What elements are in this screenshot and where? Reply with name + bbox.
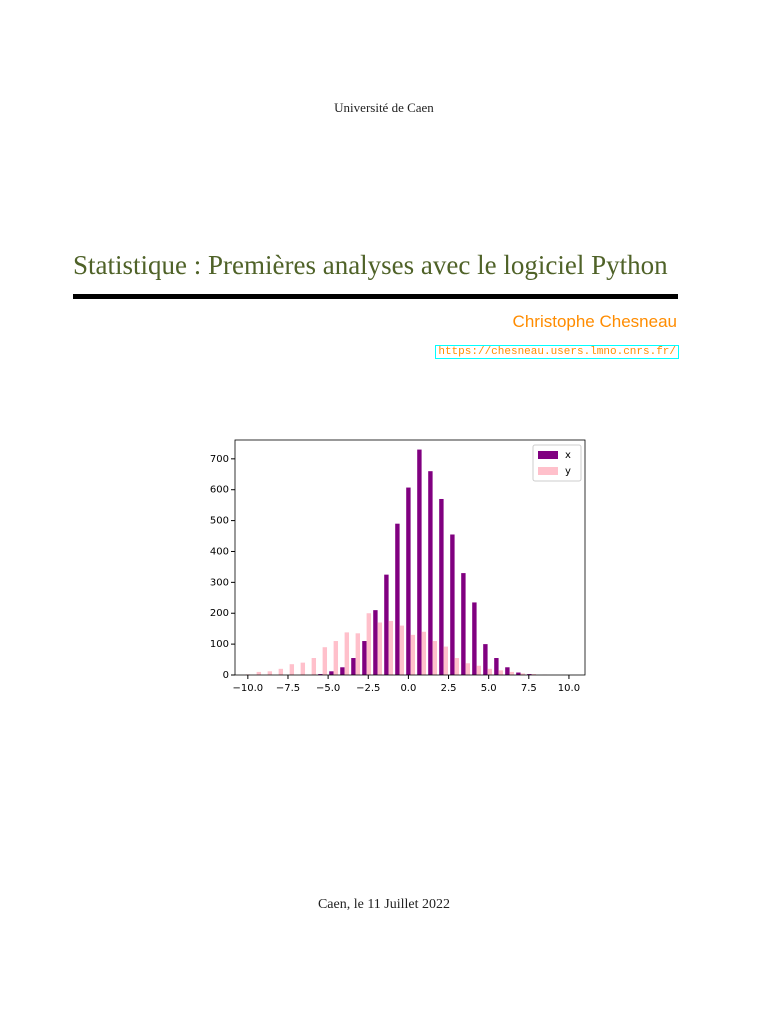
- bar: [399, 625, 405, 675]
- y-tick-label: 300: [210, 577, 229, 588]
- bar: [461, 573, 466, 675]
- y-tick-label: 200: [210, 608, 229, 619]
- bar: [443, 646, 448, 675]
- bar: [373, 610, 378, 675]
- bar: [351, 658, 356, 675]
- institution: Université de Caen: [334, 100, 434, 115]
- legend-box: [532, 444, 582, 482]
- title-rule: [73, 294, 678, 299]
- bar: [322, 647, 328, 675]
- x-tick-label: −5.0: [316, 683, 340, 694]
- y-tick-label: 500: [210, 516, 229, 527]
- y-tick-label: 100: [210, 639, 229, 650]
- bar: [329, 671, 334, 675]
- bar: [527, 674, 532, 675]
- bar: [439, 498, 444, 675]
- bar: [450, 534, 455, 675]
- bar: [421, 631, 426, 675]
- bar: [406, 487, 411, 675]
- bar: [498, 670, 503, 675]
- date: Caen, le 11 Juillet 2022: [317, 897, 451, 912]
- bar: [483, 644, 488, 675]
- bar: [476, 665, 481, 675]
- bar: [300, 662, 306, 675]
- x-tick-label: −10.0: [233, 683, 264, 694]
- y-tick-label: 700: [210, 454, 229, 465]
- axes-frame: [234, 439, 586, 676]
- bar: [318, 674, 323, 675]
- x-tick-label: 10.0: [558, 683, 580, 694]
- bar: [289, 664, 295, 675]
- bar: [366, 613, 372, 675]
- bar: [509, 671, 514, 675]
- legend-label: x: [565, 450, 571, 461]
- bar: [520, 673, 525, 675]
- bar: [494, 658, 499, 675]
- bar: [377, 622, 383, 675]
- x-tick-label: −7.5: [276, 683, 300, 694]
- bar: [516, 672, 521, 675]
- doc-title: Statistique : Premières analyses avec le…: [73, 250, 668, 280]
- y-tick-label: 400: [210, 546, 229, 557]
- bar: [454, 658, 459, 675]
- legend-label: y: [565, 466, 571, 477]
- url-link[interactable]: https://chesneau.users.lmno.cnrs.fr/: [435, 345, 679, 359]
- author: Christophe Chesneau: [512, 312, 677, 331]
- bar: [472, 602, 477, 675]
- x-tick-label: 0.0: [400, 683, 416, 694]
- bar: [410, 634, 416, 675]
- bar: [384, 574, 389, 675]
- bar: [355, 633, 361, 675]
- bar: [432, 641, 437, 675]
- bar: [487, 668, 492, 675]
- bar: [333, 641, 339, 675]
- x-tick-label: 5.0: [481, 683, 497, 694]
- bar: [340, 667, 345, 675]
- bar: [417, 449, 422, 675]
- legend-swatch: [538, 467, 558, 475]
- y-tick-label: 0: [223, 670, 229, 681]
- bar: [311, 658, 317, 675]
- bar: [531, 674, 536, 675]
- bar: [362, 641, 367, 675]
- x-tick-label: −2.5: [356, 683, 380, 694]
- bar: [428, 471, 433, 675]
- y-tick-label: 600: [210, 485, 229, 496]
- chart: 0 100 200 300 400 500 600 700 −10.0 −7.5 −5.0 −2.5 0…: [210, 439, 586, 694]
- legend-swatch: [538, 451, 558, 459]
- bar: [465, 663, 470, 675]
- bar: [344, 632, 350, 675]
- bar: [505, 667, 510, 675]
- bar: [388, 620, 394, 675]
- x-tick-label: 2.5: [441, 683, 457, 694]
- bar: [278, 668, 284, 675]
- bar: [395, 523, 400, 675]
- bar: [267, 671, 273, 675]
- bar: [256, 671, 262, 675]
- x-tick-label: 7.5: [521, 683, 537, 694]
